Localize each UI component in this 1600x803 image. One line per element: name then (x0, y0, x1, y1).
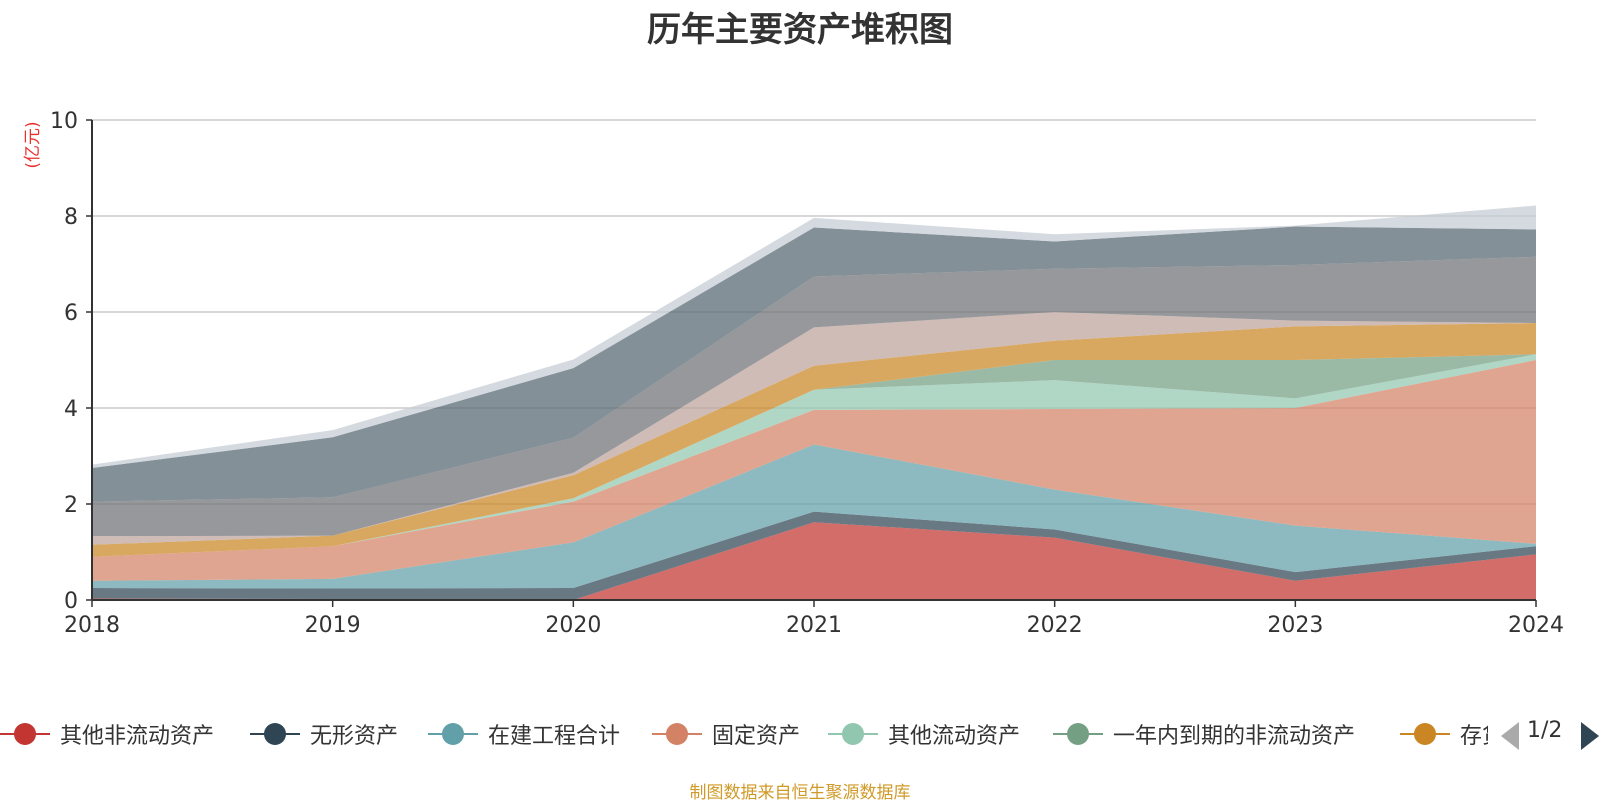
area-series-10[interactable] (92, 226, 1536, 502)
legend-marker-icon (1053, 716, 1103, 752)
area-series-1[interactable] (92, 522, 1536, 600)
series-areas (92, 205, 1536, 600)
legend-marker-icon (428, 716, 478, 752)
legend-marker-icon (828, 716, 878, 752)
area-series-4[interactable] (92, 360, 1536, 581)
legend-page-indicator: 1/2 (1527, 718, 1563, 743)
legend-label: 一年内到期的非流动资产 (1113, 724, 1356, 749)
y-tick-label: 10 (50, 109, 78, 134)
y-tick-label: 8 (64, 205, 78, 230)
y-tick-label: 6 (64, 301, 78, 326)
legend-label: 存货 (1460, 724, 1488, 749)
y-tick-label: 4 (64, 397, 78, 422)
legend-prev-page-icon[interactable] (1501, 722, 1519, 750)
legend-label: 其他非流动资产 (60, 724, 215, 749)
axes: 0 2 4 6 8 10 2018 2019 2020 2021 2022 2023 2024 (50, 109, 1564, 638)
legend-item[interactable]: 其他非流动资产 (0, 716, 214, 752)
legend-items: 其他非流动资产 无形资产 在建工程合计 固定资产 其他流动资产 一年内到期的非流动资产 存货 (0, 716, 1488, 752)
legend-next-page-icon[interactable] (1581, 722, 1599, 750)
x-tick-label: 2021 (786, 613, 842, 638)
y-tick-label: 0 (64, 589, 78, 614)
area-series-11[interactable] (92, 205, 1536, 468)
legend-label: 固定资产 (712, 724, 801, 749)
legend-item[interactable]: 一年内到期的非流动资产 (1053, 716, 1355, 752)
area-series-9[interactable] (92, 256, 1536, 537)
x-tick-label: 2023 (1267, 613, 1323, 638)
x-tick-label: 2022 (1027, 613, 1083, 638)
legend: 其他非流动资产 无形资产 在建工程合计 固定资产 其他流动资产 一年内到期的非流动资产 存货 (0, 716, 1600, 752)
legend-marker-icon (1400, 716, 1450, 752)
x-tick-label: 2020 (545, 613, 601, 638)
area-series-6[interactable] (92, 354, 1536, 557)
x-tick-label: 2018 (64, 613, 120, 638)
legend-label: 无形资产 (310, 724, 399, 749)
legend-label: 在建工程合计 (488, 724, 621, 749)
x-tick-label: 2019 (305, 613, 361, 638)
legend-item[interactable]: 固定资产 (652, 716, 800, 752)
y-tick-label: 2 (64, 493, 78, 518)
area-series-8[interactable] (92, 312, 1536, 545)
legend-item[interactable]: 其他流动资产 (828, 716, 1020, 752)
legend-marker-icon (0, 716, 50, 752)
legend-item[interactable]: 存货 (1400, 716, 1488, 752)
x-tick-label: 2024 (1508, 613, 1564, 638)
area-series-7[interactable] (92, 323, 1536, 557)
area-series-2[interactable] (92, 511, 1536, 600)
data-source-note: 制图数据来自恒生聚源数据库 (689, 783, 911, 803)
legend-marker-icon (250, 716, 300, 752)
area-series-5[interactable] (92, 354, 1536, 557)
legend-item[interactable]: 在建工程合计 (428, 716, 620, 752)
legend-label: 其他流动资产 (888, 724, 1021, 749)
area-series-3[interactable] (92, 444, 1536, 589)
y-axis-unit-label: (亿元) (23, 121, 43, 168)
legend-marker-icon (652, 716, 702, 752)
chart-title: 历年主要资产堆积图 (647, 10, 953, 50)
legend-item[interactable]: 无形资产 (250, 716, 398, 752)
